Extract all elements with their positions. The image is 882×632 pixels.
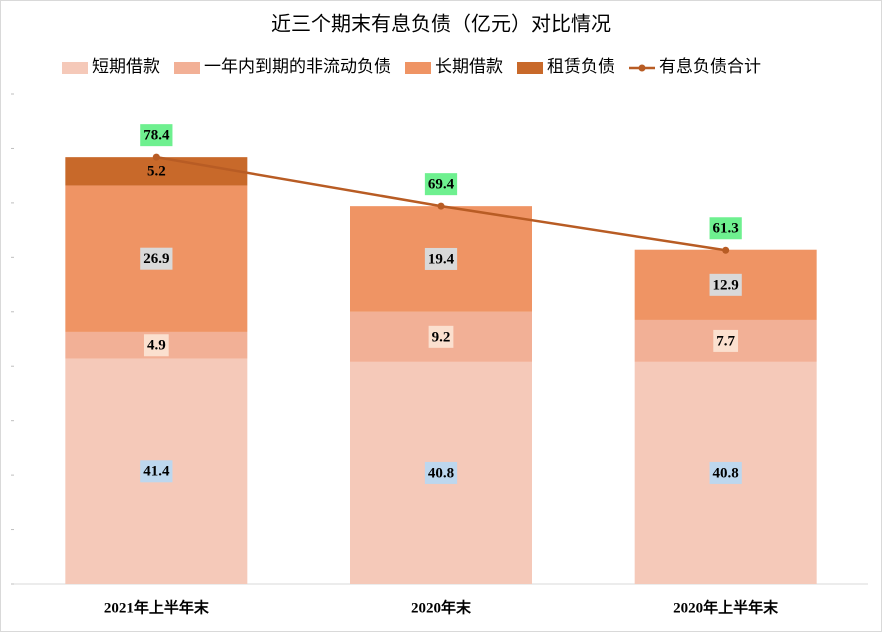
value-label-bg [428, 325, 454, 348]
value-label-bg [140, 460, 173, 483]
value-label: 9.2 [432, 329, 451, 345]
chart-title: 近三个期末有息负债（亿元）对比情况 [271, 13, 611, 36]
legend-swatch [517, 62, 543, 74]
value-label-bg [713, 329, 739, 352]
value-label: 41.4 [143, 464, 170, 480]
legend-label: 一年内到期的非流动负债 [204, 57, 391, 76]
line-point [722, 246, 730, 254]
value-label-bg [709, 273, 742, 296]
value-label: 19.4 [428, 251, 455, 267]
value-label-bg [140, 124, 173, 147]
line-point [437, 202, 445, 210]
value-label: 5.2 [147, 164, 166, 180]
line-point [152, 153, 160, 161]
value-label-bg [424, 247, 458, 270]
x-tick-label: 2021年上半年末 [104, 598, 210, 616]
value-label: 7.7 [716, 333, 735, 349]
value-label-bg [709, 217, 742, 240]
legend-item: 短期借款 [62, 57, 160, 76]
x-tick-label: 2020年上半年末 [673, 598, 779, 616]
legend-swatch [62, 62, 88, 74]
legend-label: 短期借款 [92, 57, 160, 76]
total-label: 78.4 [143, 128, 170, 144]
total-label: 69.4 [428, 177, 455, 193]
value-label: 4.9 [147, 338, 166, 354]
legend-item: 租赁负债 [517, 57, 615, 76]
value-label-bg [140, 247, 173, 270]
legend-label: 长期借款 [435, 57, 503, 76]
legend-item: 一年内到期的非流动负债 [174, 57, 391, 76]
total-label: 61.3 [713, 221, 739, 237]
value-label: 40.8 [713, 465, 739, 481]
value-label-bg [709, 461, 742, 484]
x-tick-label: 2020年末 [411, 598, 472, 616]
legend-label: 有息负债合计 [659, 57, 761, 76]
value-label-bg [424, 461, 458, 484]
value-label: 26.9 [143, 251, 169, 267]
value-label-bg [143, 334, 169, 357]
legend-swatch [174, 62, 200, 74]
legend-swatch [405, 62, 431, 74]
legend-item: 有息负债合计 [629, 57, 761, 76]
legend-item: 长期借款 [405, 57, 503, 76]
bar-segment [65, 157, 248, 186]
legend-label: 租赁负债 [547, 57, 615, 76]
legend-marker [638, 64, 646, 72]
value-label: 12.9 [713, 277, 739, 293]
value-label: 40.8 [428, 465, 454, 481]
value-label-bg [424, 173, 458, 196]
